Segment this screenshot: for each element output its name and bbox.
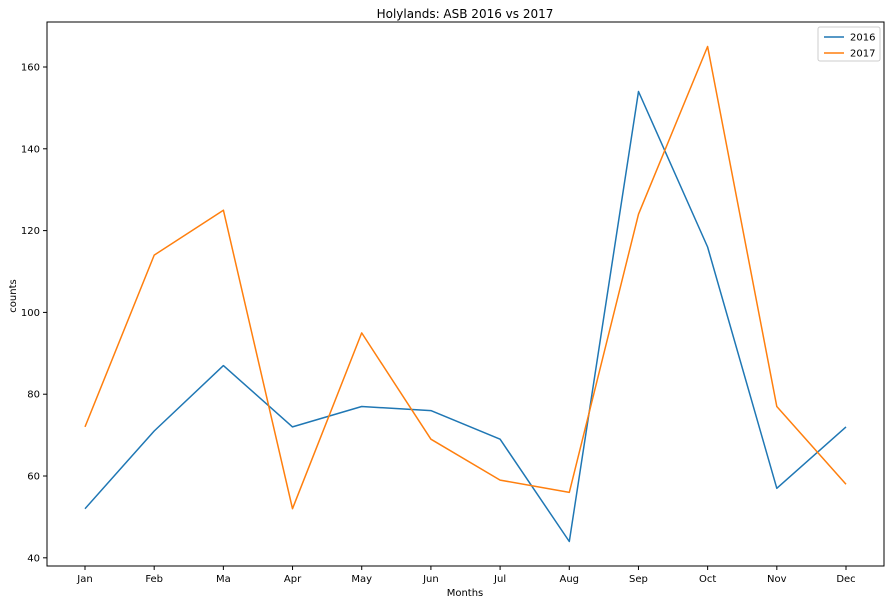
x-tick-label: Ma xyxy=(216,574,231,585)
x-tick-label: Feb xyxy=(145,574,163,585)
y-tick-label: 120 xyxy=(21,226,40,237)
y-tick-label: 160 xyxy=(21,62,40,73)
x-tick-label: Nov xyxy=(767,574,787,585)
x-tick-label: May xyxy=(351,574,372,585)
y-axis-title: counts xyxy=(8,279,19,312)
x-tick-label: Jan xyxy=(76,574,92,585)
chart-title: Holylands: ASB 2016 vs 2017 xyxy=(377,7,554,21)
y-tick-label: 60 xyxy=(27,472,40,483)
plot-frame xyxy=(46,21,885,567)
x-tick-label: Jun xyxy=(422,574,439,585)
legend: 2016 2017 xyxy=(817,26,881,62)
legend-label-2016: 2016 xyxy=(850,33,875,44)
y-tick-label: 40 xyxy=(27,553,40,564)
series-group xyxy=(84,45,847,543)
y-axis: 40 60 80 100 120 140 160 xyxy=(21,62,47,564)
series-line-2017 xyxy=(84,45,847,510)
series-line-2016 xyxy=(84,90,847,543)
y-tick-label: 80 xyxy=(27,390,40,401)
x-tick-label: Dec xyxy=(836,574,855,585)
x-tick-label: Sep xyxy=(629,574,648,585)
y-tick-label: 100 xyxy=(21,308,40,319)
x-tick-label: Apr xyxy=(284,574,302,585)
x-axis: Jan Feb Ma Apr May Jun Jul Aug Sep Oct Nov Dec xyxy=(76,566,856,585)
x-tick-label: Oct xyxy=(699,574,716,585)
legend-label-2017: 2017 xyxy=(850,49,875,60)
x-tick-label: Jul xyxy=(493,574,506,585)
y-tick-label: 140 xyxy=(21,144,40,155)
x-axis-title: Months xyxy=(447,588,484,599)
x-tick-label: Aug xyxy=(560,574,580,585)
